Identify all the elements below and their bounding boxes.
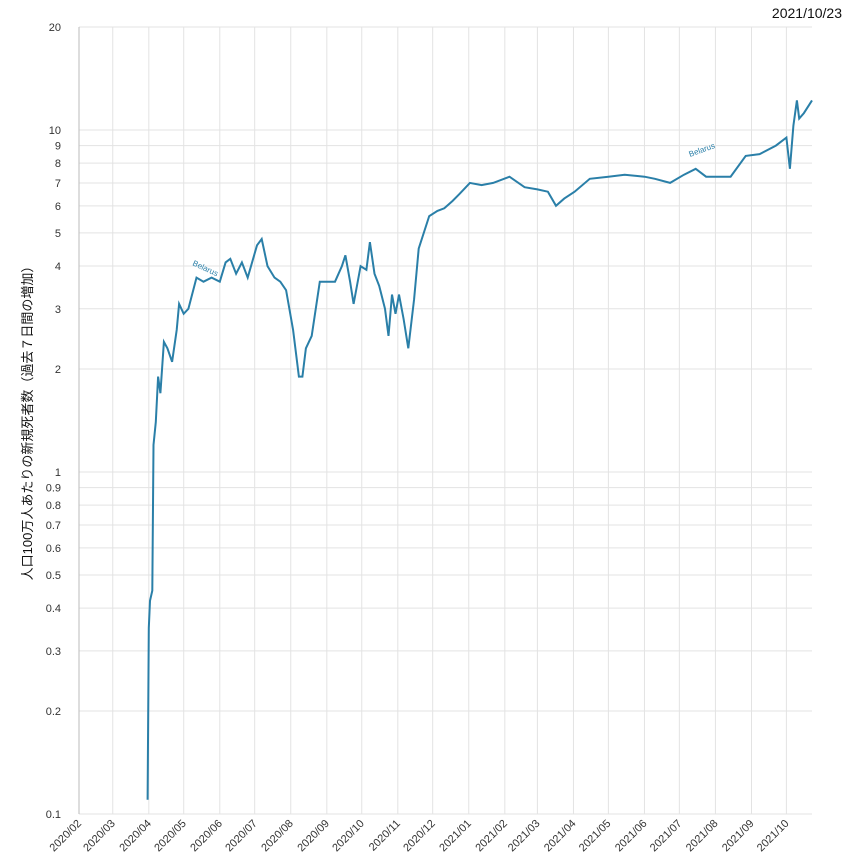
y-tick-label: 8 — [55, 158, 61, 170]
y-tick-label: 0.7 — [46, 520, 61, 532]
y-tick-label: 0.3 — [46, 646, 61, 658]
x-tick-label: 2021/02 — [473, 818, 510, 855]
x-tick-label: 2020/11 — [367, 818, 403, 854]
y-tick-label: 0.4 — [46, 603, 61, 615]
y-tick-label: 6 — [55, 201, 61, 213]
x-tick-label: 2021/04 — [542, 818, 579, 855]
x-tick-label: 2021/08 — [684, 818, 721, 855]
x-tick-label: 2020/06 — [188, 818, 225, 855]
y-tick-label: 20 — [49, 22, 61, 34]
y-tick-label: 10 — [49, 125, 61, 137]
annotation: Belarus — [688, 141, 717, 159]
x-tick-label: 2021/05 — [577, 818, 614, 855]
y-tick-label: 0.6 — [46, 543, 61, 555]
x-tick-label: 2021/09 — [720, 818, 757, 855]
x-tick-label: 2021/07 — [648, 818, 685, 855]
x-tick-label: 2020/05 — [152, 818, 189, 855]
y-tick-label: 4 — [55, 261, 61, 273]
x-tick-label: 2021/03 — [506, 818, 543, 855]
y-tick-label: 5 — [55, 228, 61, 240]
x-tick-label: 2021/10 — [755, 818, 792, 855]
x-tick-label: 2020/09 — [295, 818, 332, 855]
y-tick-label: 3 — [55, 304, 61, 316]
y-tick-label: 2 — [55, 364, 61, 376]
y-tick-label: 7 — [55, 178, 61, 190]
x-tick-label: 2020/10 — [330, 818, 367, 855]
x-tick-label: 2020/02 — [48, 818, 85, 855]
x-tick-label: 2020/08 — [259, 818, 296, 855]
x-tick-label: 2020/03 — [81, 818, 118, 855]
x-tick-label: 2020/04 — [117, 818, 154, 855]
x-tick-label: 2020/07 — [223, 818, 260, 855]
y-tick-label: 0.1 — [46, 809, 61, 821]
y-tick-label: 0.9 — [46, 483, 61, 495]
chart-title: 2021/10/23 — [772, 5, 842, 21]
y-axis-label: 人口100万人あたりの新規死者数（過去７日間の増加） — [20, 260, 35, 581]
data-line — [146, 99, 813, 800]
y-tick-label: 0.8 — [46, 500, 61, 512]
annotation: Belarus — [191, 259, 219, 279]
y-tick-label: 0.5 — [46, 570, 61, 582]
x-tick-label: 2020/12 — [401, 818, 438, 855]
x-tick-label: 2021/01 — [437, 818, 474, 855]
y-tick-label: 0.2 — [46, 706, 61, 718]
y-tick-label: 9 — [55, 141, 61, 153]
y-tick-label: 1 — [55, 467, 61, 479]
x-tick-label: 2021/06 — [613, 818, 650, 855]
